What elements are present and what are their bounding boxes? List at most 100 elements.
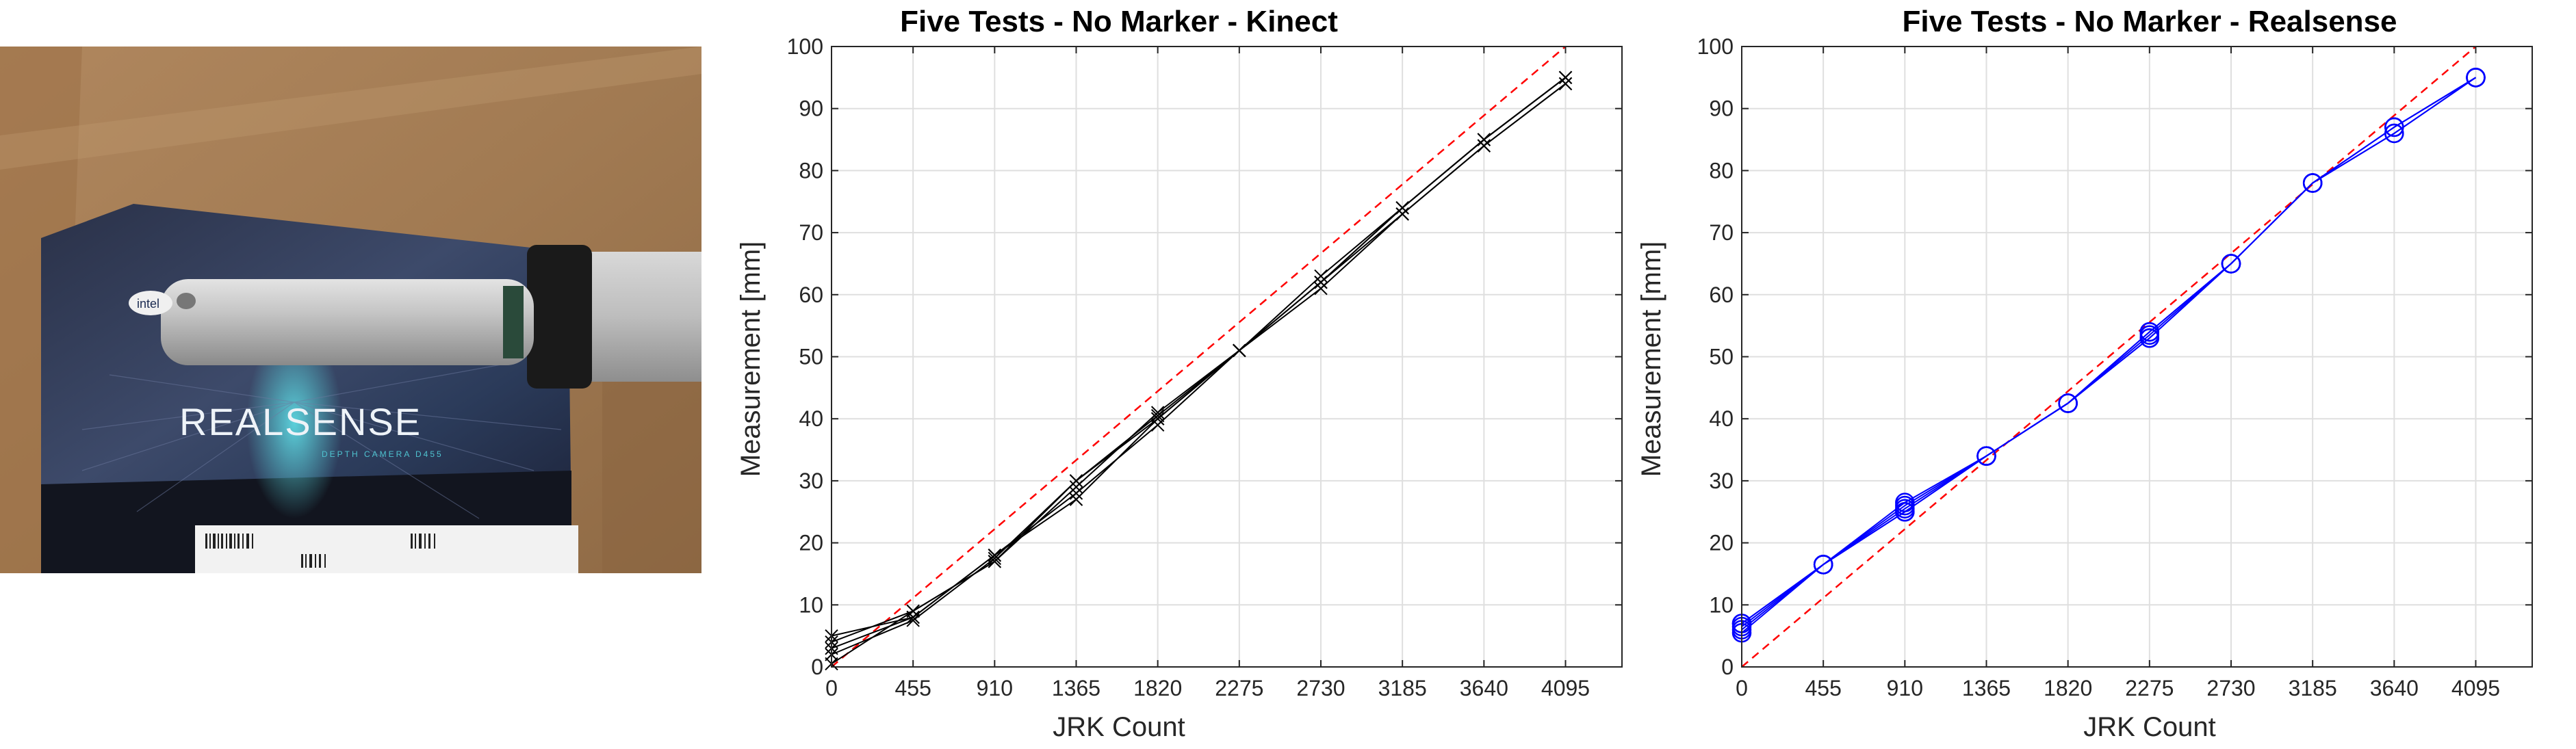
marker-stroke xyxy=(1150,408,1165,423)
marker-stroke xyxy=(1233,343,1246,358)
y-tick-label: 0 xyxy=(811,655,823,679)
marker-stroke xyxy=(1150,406,1165,419)
marker-stroke xyxy=(1314,269,1328,283)
data-point-marker xyxy=(2302,173,2323,193)
data-point-marker xyxy=(1477,133,1491,146)
x-tick-label: 0 xyxy=(1736,676,1748,700)
svg-text:intel: intel xyxy=(137,297,159,311)
marker-stroke xyxy=(1314,275,1328,289)
x-tick-label: 2275 xyxy=(2125,676,2174,700)
data-point-marker xyxy=(1069,474,1083,488)
data-point-marker xyxy=(1895,495,1915,516)
data-point-marker xyxy=(906,604,920,618)
y-tick-label: 20 xyxy=(1709,531,1734,555)
marker-stroke xyxy=(1477,139,1491,153)
marker-stroke xyxy=(906,604,920,618)
x-tick-label: 910 xyxy=(977,676,1013,700)
y-tick-label: 20 xyxy=(799,531,823,555)
series-line xyxy=(1741,77,2477,625)
marker-stroke xyxy=(1395,201,1409,215)
data-point-marker xyxy=(1150,408,1165,423)
y-tick-label: 30 xyxy=(799,469,823,493)
data-point-marker xyxy=(1069,492,1083,506)
series-line xyxy=(831,83,1567,637)
x-tick-label: 2275 xyxy=(1215,676,1263,700)
grid-layer xyxy=(1741,46,2532,668)
box-brand-text: REALSENSE xyxy=(179,400,422,443)
marker-stroke xyxy=(906,614,920,627)
marker-stroke xyxy=(1150,418,1165,432)
data-point-marker xyxy=(2466,68,2486,88)
chart-title: Five Tests - No Marker - Realsense xyxy=(1902,5,2397,38)
marker-stroke xyxy=(1069,474,1083,488)
x-tick-label: 3185 xyxy=(1378,676,1427,700)
data-point-marker xyxy=(988,551,1002,565)
data-point-marker xyxy=(2139,328,2160,348)
grid-layer xyxy=(831,46,1622,668)
marker-stroke xyxy=(988,551,1002,565)
data-point-marker xyxy=(1150,418,1165,432)
reference-line xyxy=(831,46,1567,668)
y-tick-label: 60 xyxy=(799,282,823,307)
marker-stroke xyxy=(1558,70,1573,85)
data-point-marker xyxy=(1069,480,1083,494)
data-point-marker xyxy=(906,614,920,627)
x-tick-label: 1365 xyxy=(1052,676,1100,700)
data-point-marker xyxy=(988,549,1002,562)
marker-stroke xyxy=(1069,492,1083,506)
x-tick-label: 455 xyxy=(1805,676,1841,700)
tick-layer: 0 455 910 1365 1820 2275 2730 3185 3640 4095 0 10 20… xyxy=(787,34,1622,700)
data-point-marker xyxy=(1813,555,1833,575)
marker-stroke xyxy=(988,555,1002,568)
marker-stroke xyxy=(1314,282,1328,295)
x-tick-label: 1365 xyxy=(1962,676,2011,700)
data-point-marker xyxy=(1069,486,1083,500)
y-tick-label: 10 xyxy=(1709,592,1734,617)
data-point-marker xyxy=(2221,254,2241,274)
data-point-marker xyxy=(1477,139,1491,153)
photo-panel: REALSENSE DEPTH CAMERA D455 xyxy=(0,47,701,573)
x-tick-label: 3640 xyxy=(2370,676,2419,700)
x-tick-label: 1820 xyxy=(2044,676,2092,700)
y-tick-label: 0 xyxy=(1721,655,1734,679)
x-tick-label: 1820 xyxy=(1133,676,1182,700)
reference-line-layer xyxy=(831,46,1567,668)
y-tick-label: 70 xyxy=(1709,220,1734,245)
y-tick-label: 80 xyxy=(1709,158,1734,183)
barcode-label xyxy=(195,525,578,573)
data-point-marker xyxy=(1233,343,1246,358)
data-point-marker xyxy=(988,555,1002,568)
y-tick-label: 90 xyxy=(1709,96,1734,121)
data-point-marker xyxy=(1150,406,1165,419)
realsense-chart: Five Tests - No Marker - Realsense 0 455 9… xyxy=(1636,5,2533,742)
data-point-marker xyxy=(1150,412,1165,425)
y-tick-label: 70 xyxy=(799,220,823,245)
y-tick-label: 60 xyxy=(1709,282,1734,307)
data-point-marker xyxy=(2058,393,2078,413)
x-tick-label: 4095 xyxy=(1541,676,1590,700)
reference-line-layer xyxy=(1741,46,2477,668)
data-point-marker xyxy=(2139,321,2160,342)
x-tick-label: 2730 xyxy=(1296,676,1345,700)
data-point-marker xyxy=(1395,201,1409,215)
realsense-box: REALSENSE DEPTH CAMERA D455 xyxy=(41,204,578,573)
y-tick-label: 50 xyxy=(799,345,823,369)
y-tick-label: 80 xyxy=(799,158,823,183)
data-point-marker xyxy=(1395,207,1409,221)
data-point-marker xyxy=(1314,282,1328,295)
y-tick-label: 90 xyxy=(799,96,823,121)
x-axis-label: JRK Count xyxy=(2083,712,2215,742)
x-tick-label: 2730 xyxy=(2206,676,2255,700)
marker-stroke xyxy=(988,549,1002,562)
box-subtitle-text: DEPTH CAMERA D455 xyxy=(322,449,443,459)
kinect-chart: Five Tests - No Marker - Kinect 0 455 910 1… xyxy=(736,5,1623,742)
data-point-marker xyxy=(1976,446,1996,466)
data-point-marker xyxy=(1314,269,1328,283)
y-axis-label: Measurement [mm] xyxy=(736,241,766,477)
y-tick-label: 10 xyxy=(799,592,823,617)
data-point-marker xyxy=(1314,275,1328,289)
y-tick-label: 30 xyxy=(1709,469,1734,493)
y-tick-label: 100 xyxy=(1697,34,1734,59)
y-tick-label: 40 xyxy=(1709,406,1734,431)
data-point-marker xyxy=(1558,77,1573,91)
